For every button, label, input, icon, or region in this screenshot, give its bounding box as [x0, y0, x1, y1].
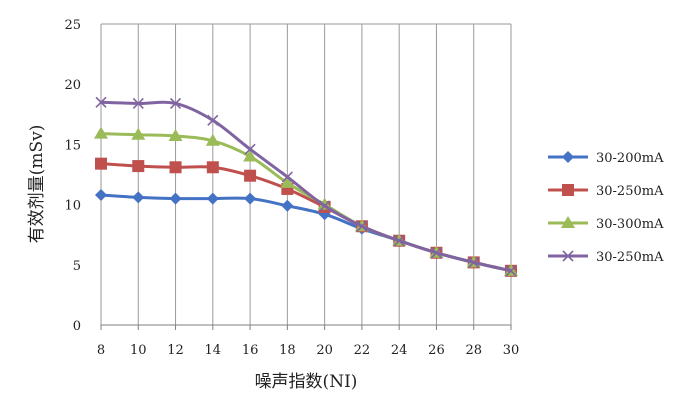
legend-item-4: 30-250mA: [548, 250, 664, 265]
x-tick-label: 18: [279, 343, 296, 358]
data-point: [430, 247, 443, 259]
data-point: [243, 149, 258, 162]
legend-marker: [562, 151, 574, 163]
legend-marker: [562, 184, 574, 196]
series-line: [100, 193, 512, 273]
y-tick-label: 10: [64, 199, 81, 214]
x-marker-stroke: [207, 114, 219, 126]
x-marker-stroke: [505, 265, 517, 277]
x-tick-label: 22: [354, 343, 371, 358]
data-point: [393, 235, 405, 247]
x-tick-label: 14: [205, 343, 222, 358]
x-marker-stroke: [169, 97, 182, 110]
x-marker-stroke: [356, 220, 368, 232]
x-axis-title: 噪声指数(NI): [255, 372, 358, 392]
legend-item-3: 30-300mA: [548, 216, 664, 232]
y-tick-label: 5: [73, 259, 81, 274]
data-point: [95, 188, 107, 201]
data-point: [94, 126, 108, 139]
x-tick-label: 20: [316, 343, 333, 358]
y-tick-label: 15: [64, 138, 81, 153]
grid: [100, 23, 512, 325]
data-point: [132, 160, 145, 173]
data-point: [206, 192, 219, 205]
series-1: [95, 188, 517, 277]
x-tick-label: 12: [167, 343, 184, 358]
y-axis-title: 有效剂量(mSv): [27, 125, 47, 244]
data-point: [244, 192, 257, 205]
legend-label: 30-200mA: [596, 151, 664, 166]
data-point: [319, 200, 331, 212]
x-marker-stroke: [244, 143, 256, 155]
x-tick-label: 28: [465, 343, 482, 358]
data-point: [131, 127, 146, 140]
data-point: [280, 175, 295, 188]
legend-marker: [562, 250, 574, 262]
series-line: [100, 100, 512, 273]
x-marker-stroke: [319, 200, 331, 212]
y-tick-label: 0: [73, 319, 81, 334]
data-point: [206, 161, 219, 174]
x-tick-label: 10: [130, 343, 147, 358]
x-marker-stroke: [281, 171, 293, 183]
x-marker-stroke: [393, 235, 405, 247]
data-point: [169, 97, 182, 110]
y-tick-label: 25: [64, 18, 81, 33]
legend-item-2: 30-250mA: [548, 184, 664, 199]
legend-label: 30-250mA: [596, 184, 664, 199]
x-marker-stroke: [562, 250, 574, 262]
data-point: [168, 128, 183, 141]
x-tick-label: 24: [391, 343, 408, 358]
x-tick-label: 8: [97, 343, 105, 358]
data-point: [95, 157, 107, 170]
legend: 30-200mA 30-250mA 30-300mA 30-250mA: [548, 151, 664, 265]
data-point: [468, 256, 480, 268]
series-line: [100, 162, 512, 273]
x-tick-label: 26: [428, 343, 445, 358]
legend-label: 30-300mA: [596, 217, 664, 232]
x-tick-label: 16: [242, 343, 259, 358]
data-point: [132, 97, 144, 110]
legend-label: 30-250mA: [596, 250, 664, 265]
series-4: [95, 96, 517, 277]
data-point: [169, 192, 182, 205]
data-point: [132, 191, 145, 204]
legend-marker: [561, 216, 575, 228]
x-marker-stroke: [468, 256, 480, 268]
data-point: [244, 143, 256, 155]
x-marker-stroke: [95, 96, 107, 108]
data-point: [207, 114, 219, 126]
data-point: [244, 169, 257, 182]
data-point: [205, 133, 220, 146]
data-point: [169, 161, 182, 174]
series-3: [94, 126, 518, 276]
axes: 8 10 12 14 16 18 20 22 24 26 28 30 0 5 10 15 20 25: [64, 18, 519, 358]
data-point: [356, 220, 368, 232]
data-point: [505, 265, 517, 277]
data-point: [95, 96, 107, 108]
x-marker-stroke: [132, 97, 144, 110]
y-tick-label: 20: [64, 78, 81, 93]
data-point: [281, 199, 294, 212]
x-marker-stroke: [430, 247, 443, 259]
legend-item-1: 30-200mA: [548, 151, 664, 166]
series-line: [100, 132, 512, 273]
x-tick-label: 30: [503, 343, 520, 358]
data-point: [281, 171, 293, 183]
series: [94, 96, 518, 277]
